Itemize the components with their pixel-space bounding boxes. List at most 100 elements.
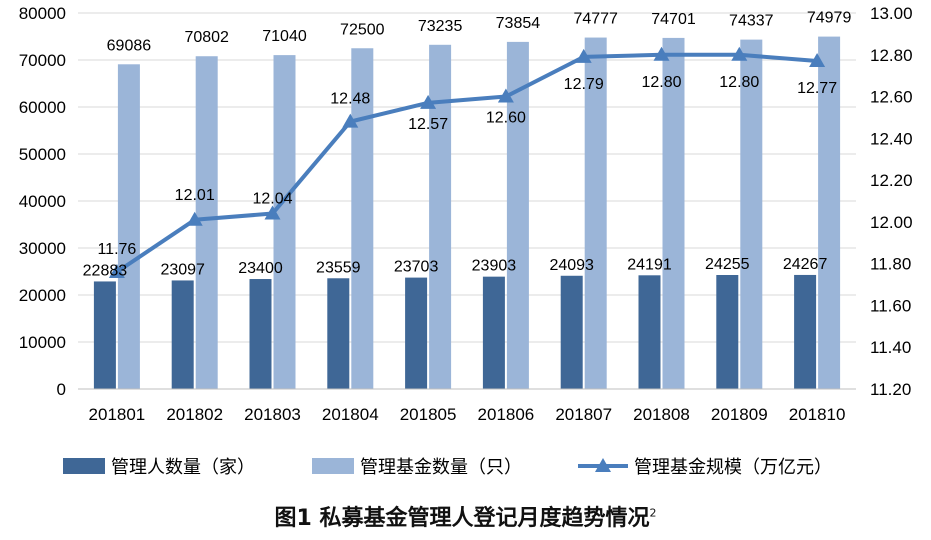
- bar-managers: [482, 276, 505, 389]
- bar-managers: [249, 279, 272, 389]
- bar-managers: [327, 278, 350, 389]
- legend-label-managers: 管理人数量（家）: [111, 457, 255, 478]
- bar-managers: [171, 280, 194, 389]
- data-label-scale: 12.79: [564, 76, 604, 93]
- x-tick-label: 201803: [244, 405, 301, 424]
- data-label-managers: 24255: [705, 256, 750, 273]
- data-label-managers: 23903: [472, 258, 517, 275]
- chart: 22883 69086 23097 70802 23400 71040 23559 72500…: [19, 4, 913, 478]
- scale-marker: [420, 94, 437, 109]
- bar-funds: [584, 37, 607, 390]
- data-label-scale: 12.80: [641, 74, 681, 91]
- x-tick-label: 201806: [478, 405, 535, 424]
- y-left-tick-label: 80000: [19, 4, 66, 23]
- data-label-managers: 23559: [316, 259, 361, 276]
- data-label-scale: 12.48: [330, 91, 370, 108]
- scale-marker: [264, 205, 281, 220]
- y-left-tick-label: 10000: [19, 333, 66, 352]
- legend-label-funds: 管理基金数量（只）: [360, 457, 522, 478]
- scale-marker: [575, 48, 592, 63]
- x-tick-label: 201802: [166, 405, 223, 424]
- data-label-funds: 74777: [573, 11, 618, 28]
- bar-managers: [405, 277, 428, 389]
- data-label-funds: 73854: [496, 15, 541, 32]
- data-label-managers: 22883: [83, 262, 128, 279]
- y-left-tick-label: 60000: [19, 98, 66, 117]
- x-tick-label: 201805: [400, 405, 457, 424]
- data-label-funds: 70802: [184, 29, 229, 46]
- bar-funds: [195, 56, 218, 390]
- data-label-funds: 71040: [262, 28, 307, 45]
- bars: [93, 36, 841, 390]
- scale-marker: [186, 211, 203, 226]
- x-tick-label: 201810: [789, 405, 846, 424]
- legend-marker-scale: [595, 458, 611, 472]
- data-label-managers: 23097: [160, 261, 205, 278]
- data-label-funds: 73235: [418, 18, 463, 35]
- scale-marker: [108, 264, 125, 279]
- bar-funds: [351, 48, 374, 389]
- scale-marker: [731, 46, 748, 61]
- y-left-tick-label: 40000: [19, 192, 66, 211]
- y-right-tick-label: 12.60: [870, 88, 913, 107]
- y-left-tick-label: 20000: [19, 286, 66, 305]
- axes: 0 10000 20000 30000 40000 50000 60000 70000 8000…: [19, 4, 913, 424]
- data-label-managers: 23703: [394, 259, 439, 276]
- bar-funds: [818, 36, 841, 390]
- x-tick-label: 201809: [711, 405, 768, 424]
- chart-title-footnote: 2: [649, 506, 657, 520]
- y-left-tick-label: 70000: [19, 51, 66, 70]
- legend-swatch-funds: [312, 458, 354, 474]
- bar-managers: [638, 275, 661, 389]
- y-right-tick-label: 12.40: [870, 129, 913, 148]
- data-label-scale: 12.57: [408, 116, 448, 133]
- data-label-scale: 12.04: [252, 191, 292, 208]
- y-right-tick-label: 11.60: [870, 296, 911, 315]
- bar-funds: [506, 41, 529, 389]
- legend-label-scale: 管理基金规模（万亿元）: [634, 457, 832, 478]
- scale-line-path: [115, 52, 818, 274]
- y-right-tick-label: 11.80: [870, 255, 911, 274]
- gridlines: [78, 12, 856, 343]
- scale-line: [108, 46, 826, 279]
- data-labels: 22883 69086 23097 70802 23400 71040 23559 72500…: [83, 10, 852, 280]
- data-label-managers: 24191: [627, 256, 672, 273]
- bar-funds: [740, 39, 763, 390]
- data-label-funds: 74337: [729, 13, 774, 30]
- x-tick-label: 201808: [633, 405, 690, 424]
- y-left-tick-label: 0: [57, 380, 66, 399]
- bar-managers: [716, 275, 739, 389]
- y-right-tick-label: 11.40: [870, 338, 911, 357]
- y-right-tick-label: 12.80: [870, 46, 913, 65]
- legend: 管理人数量（家） 管理基金数量（只） 管理基金规模（万亿元）: [63, 457, 832, 478]
- scale-marker: [342, 113, 359, 128]
- bar-funds: [273, 55, 296, 389]
- data-label-funds: 74979: [807, 10, 852, 27]
- scale-marker: [497, 88, 514, 103]
- scale-marker: [653, 46, 670, 61]
- chart-title-text: 图1 私募基金管理人登记月度趋势情况: [274, 506, 650, 531]
- chart-title: 图1 私募基金管理人登记月度趋势情况2: [0, 500, 931, 532]
- data-label-scale: 12.77: [797, 80, 837, 97]
- data-label-managers: 23400: [238, 260, 283, 277]
- y-right-tick-label: 13.00: [870, 4, 913, 23]
- x-tick-label: 201807: [555, 405, 612, 424]
- scale-marker: [809, 53, 826, 68]
- x-tick-label: 201801: [89, 405, 146, 424]
- data-label-funds: 74701: [651, 11, 696, 28]
- data-label-scale: 12.60: [486, 110, 526, 127]
- data-label-scale: 11.76: [97, 241, 136, 258]
- data-label-funds: 69086: [107, 37, 152, 54]
- legend-swatch-managers: [63, 458, 105, 474]
- bar-funds: [662, 37, 685, 389]
- bar-managers: [560, 275, 583, 389]
- bar-managers: [794, 274, 817, 389]
- bar-funds: [429, 44, 452, 389]
- y-right-tick-label: 12.20: [870, 171, 913, 190]
- data-label-scale: 12.80: [719, 74, 759, 91]
- y-left-tick-label: 50000: [19, 145, 66, 164]
- bar-managers: [93, 281, 116, 389]
- y-left-tick-label: 30000: [19, 239, 66, 258]
- x-tick-label: 201804: [322, 405, 379, 424]
- bar-funds: [117, 64, 140, 389]
